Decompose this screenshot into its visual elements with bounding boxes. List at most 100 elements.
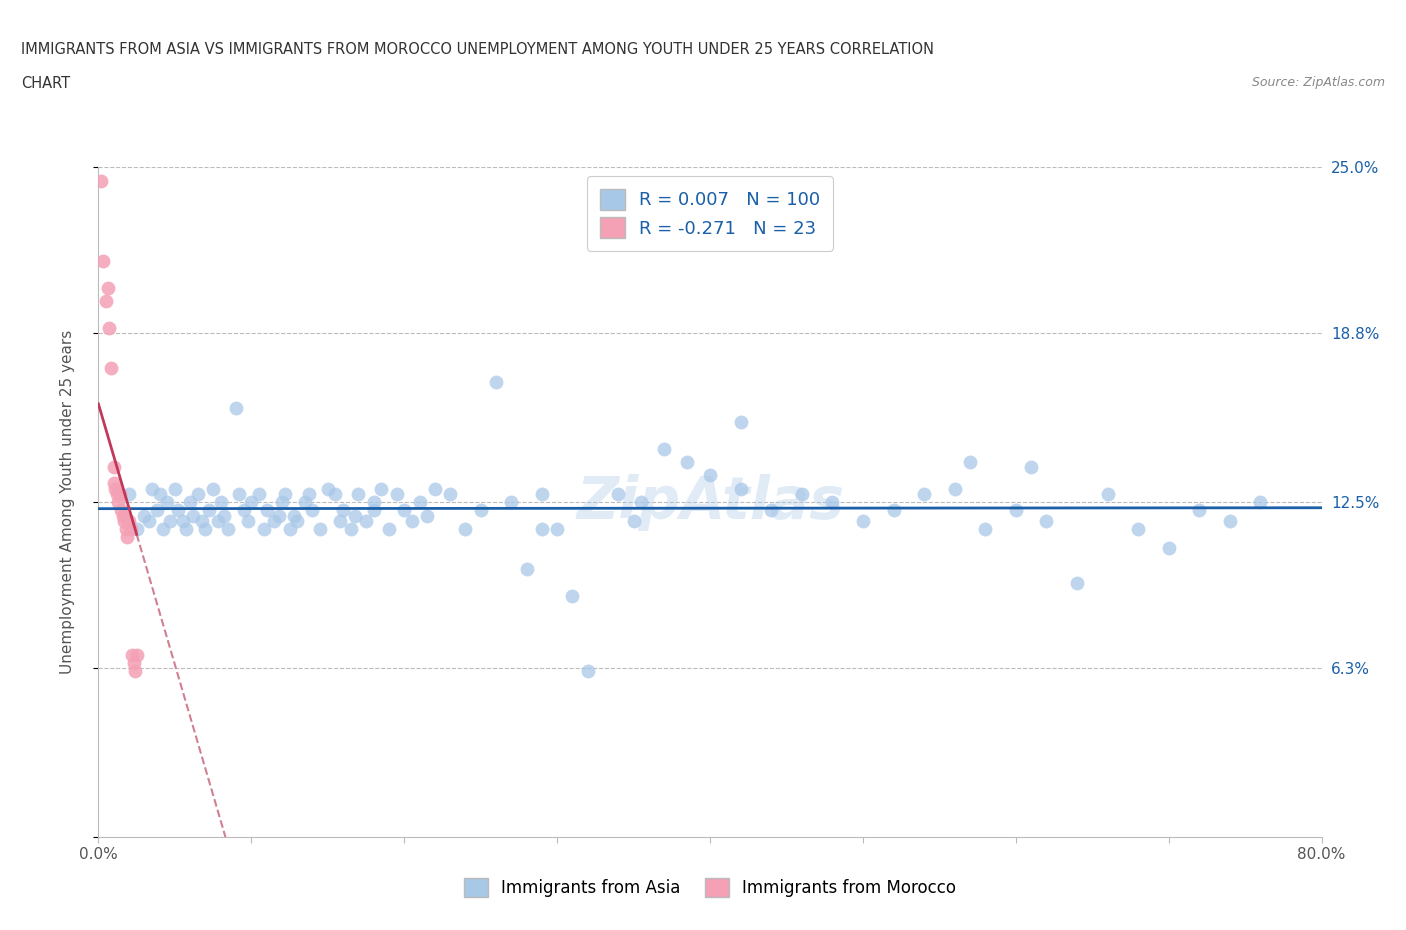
Point [821,495,844,510]
Point [516,562,538,577]
Point [181,508,204,523]
Point [370,482,392,497]
Point [163,482,186,497]
Point [187,486,209,501]
Point [392,503,416,518]
Point [332,503,354,518]
Point [623,513,645,528]
Point [179,495,201,510]
Point [172,513,194,528]
Point [283,508,305,523]
Text: Source: ZipAtlas.com: Source: ZipAtlas.com [1251,76,1385,89]
Point [118,513,141,528]
Point [167,503,190,518]
Point [263,513,285,528]
Point [120,522,142,537]
Point [607,486,630,501]
Point [217,522,239,537]
Point [1188,503,1211,518]
Point [238,513,260,528]
Point [1066,575,1088,590]
Point [111,508,134,523]
Point [676,455,699,470]
Point [378,522,401,537]
Point [530,486,553,501]
Point [118,486,141,501]
Point [285,513,308,528]
Point [107,495,129,510]
Point [232,503,254,518]
Legend: Immigrants from Asia, Immigrants from Morocco: Immigrants from Asia, Immigrants from Mo… [453,867,967,909]
Point [883,503,905,518]
Point [98,321,121,336]
Point [145,503,167,518]
Point [652,441,675,456]
Point [228,486,250,501]
Point [240,495,263,510]
Point [194,522,217,537]
Point [309,522,332,537]
Point [122,656,145,671]
Point [730,482,752,497]
Point [100,361,122,376]
Point [501,495,523,510]
Point [699,468,721,483]
Point [561,589,583,604]
Point [209,495,232,510]
Point [423,482,446,497]
Point [385,486,408,501]
Point [329,513,352,528]
Point [97,281,120,296]
Point [790,486,813,501]
Point [974,522,997,537]
Point [852,513,875,528]
Point [94,294,117,309]
Point [108,486,131,501]
Point [354,513,377,528]
Point [152,522,174,537]
Point [416,508,439,523]
Point [363,495,385,510]
Point [105,486,128,501]
Point [301,503,323,518]
Point [207,513,229,528]
Point [278,522,301,537]
Y-axis label: Unemployment Among Youth under 25 years: Unemployment Among Youth under 25 years [60,330,75,674]
Point [225,401,247,416]
Point [1249,495,1271,510]
Point [401,513,423,528]
Point [408,495,430,510]
Text: ZipAtlas: ZipAtlas [576,473,844,531]
Point [347,486,370,501]
Text: IMMIGRANTS FROM ASIA VS IMMIGRANTS FROM MOROCCO UNEMPLOYMENT AMONG YOUTH UNDER 2: IMMIGRANTS FROM ASIA VS IMMIGRANTS FROM … [21,42,934,57]
Point [149,486,172,501]
Point [1035,513,1057,528]
Point [134,508,156,523]
Point [124,663,146,678]
Point [121,647,143,662]
Point [912,486,935,501]
Point [270,495,292,510]
Point [1019,460,1042,475]
Point [298,486,321,501]
Point [485,374,508,389]
Point [1097,486,1119,501]
Point [103,476,125,491]
Point [274,486,297,501]
Point [110,503,132,518]
Point [576,663,599,678]
Point [439,486,461,501]
Point [91,254,114,269]
Point [191,513,214,528]
Point [1004,503,1026,518]
Point [294,495,316,510]
Point [138,513,160,528]
Point [212,508,235,523]
Point [759,503,782,518]
Point [115,522,138,537]
Point [1157,540,1180,555]
Point [339,522,361,537]
Point [112,513,135,528]
Point [125,647,148,662]
Point [117,529,139,544]
